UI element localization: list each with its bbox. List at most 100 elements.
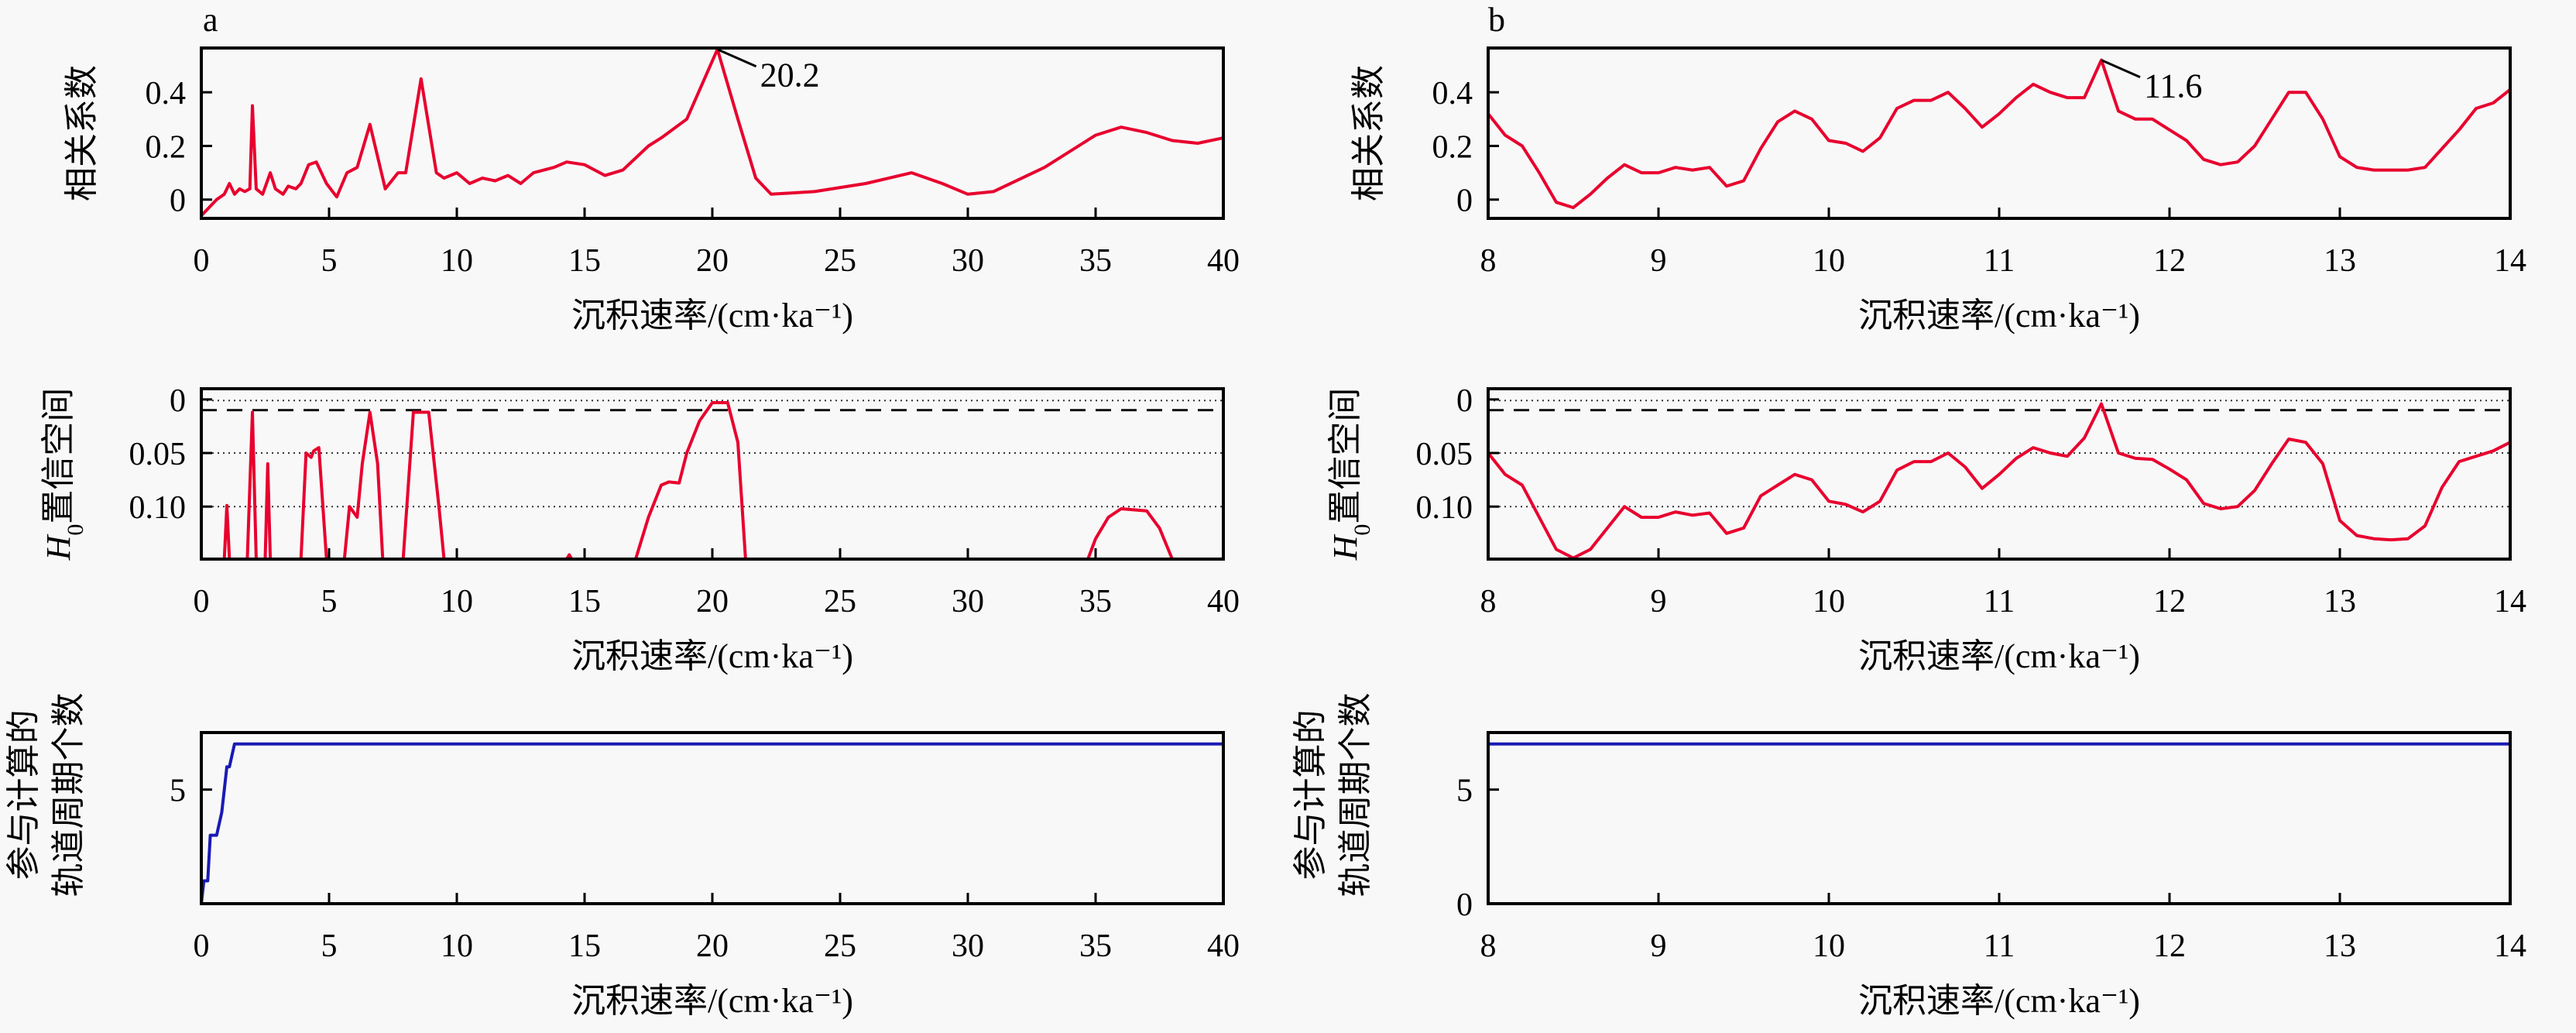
x-tick-label: 5 bbox=[321, 584, 338, 619]
x-tick-label: 14 bbox=[2494, 243, 2526, 279]
y-axis-title-symbol: H bbox=[1326, 534, 1364, 561]
y-tick-label: 0.05 bbox=[129, 437, 187, 472]
y-axis-title-line: 参与计算的 bbox=[5, 710, 43, 880]
x-tick-label: 30 bbox=[952, 928, 984, 964]
series-line-b-corr bbox=[1487, 58, 2512, 210]
x-tick-label: 9 bbox=[1651, 584, 1667, 619]
x-tick-label: 10 bbox=[1813, 584, 1845, 619]
y-axis-title-text: 置信空间 bbox=[1326, 388, 1364, 524]
peak-annotation-label: 11.6 bbox=[2144, 67, 2202, 105]
x-tick-label: 35 bbox=[1079, 928, 1112, 964]
x-tick-label: 11 bbox=[1984, 243, 2015, 279]
x-tick-label: 10 bbox=[441, 243, 473, 279]
y-tick-label: 0 bbox=[1456, 887, 1473, 923]
chart-b-count: 8 9 10 11 12 13 14 0 5 沉积速率/(cm·ka⁻¹) 参与计算的 轨道周期个数 bbox=[1291, 693, 2526, 1021]
x-tick-label: 35 bbox=[1079, 243, 1112, 279]
y-tick-label: 0.4 bbox=[146, 76, 187, 112]
y-tick-label: 5 bbox=[1456, 774, 1473, 809]
series-line-b-h0 bbox=[1487, 402, 2511, 560]
x-tick-label: 25 bbox=[824, 928, 856, 964]
chart-a-corr: 0 5 10 15 20 25 30 35 40 0 0.2 0.4 沉积速率/(cm·ka⁻¹) 相关系… bbox=[63, 46, 1240, 335]
x-tick-label: 0 bbox=[194, 584, 210, 619]
chart-a-count: 0 5 10 15 20 25 30 35 40 5 沉积速率/(cm·ka⁻¹) 参与计算的 轨道周期… bbox=[5, 693, 1240, 1021]
x-axis-title: 沉积速率/(cm·ka⁻¹) bbox=[571, 297, 853, 335]
x-tick-label: 15 bbox=[568, 243, 601, 279]
x-tick-label: 12 bbox=[2153, 928, 2186, 964]
x-tick-label: 35 bbox=[1079, 584, 1112, 619]
x-axis-title: 沉积速率/(cm·ka⁻¹) bbox=[1858, 297, 2140, 335]
x-tick-label: 8 bbox=[1480, 928, 1497, 964]
x-tick-label: 11 bbox=[1984, 584, 2015, 619]
y-axis-title: 相关系数 bbox=[1350, 65, 1387, 201]
x-tick-label: 10 bbox=[1813, 243, 1845, 279]
x-tick-label: 0 bbox=[194, 928, 210, 964]
plot-frame bbox=[200, 46, 1225, 220]
x-tick-label: 14 bbox=[2494, 584, 2526, 619]
x-tick-label: 30 bbox=[952, 584, 984, 619]
y-axis-title-subscript: 0 bbox=[1350, 524, 1375, 536]
y-tick-label: 5 bbox=[170, 774, 186, 809]
x-tick-label: 13 bbox=[2324, 243, 2356, 279]
series-line-a-count bbox=[200, 742, 1223, 904]
x-tick-label: 11 bbox=[1984, 928, 2015, 964]
y-tick-label: 0.2 bbox=[146, 129, 187, 165]
panel-letter-a: a bbox=[203, 1, 218, 39]
chart-b-corr: 8 9 10 11 12 13 14 0 0.2 0.4 沉积速率/(cm·ka⁻¹) 相关系数 11.… bbox=[1350, 46, 2526, 335]
x-tick-label: 13 bbox=[2324, 584, 2356, 619]
y-axis-title-symbol: H bbox=[39, 534, 77, 561]
y-axis-title-line: 轨道周期个数 bbox=[50, 693, 87, 897]
x-tick-label: 8 bbox=[1480, 243, 1497, 279]
y-axis-title: 相关系数 bbox=[63, 65, 101, 201]
y-axis-title-subscript: 0 bbox=[63, 524, 88, 536]
x-tick-label: 20 bbox=[696, 928, 729, 964]
x-tick-label: 8 bbox=[1480, 584, 1497, 619]
chart-b-h0: 8 9 10 11 12 13 1400.050.10沉积速率/(cm·ka⁻¹)H0置信空… bbox=[1326, 383, 2526, 675]
y-tick-label: 0.10 bbox=[1416, 490, 1473, 526]
plot-frame bbox=[200, 731, 1225, 905]
x-tick-label: 5 bbox=[321, 928, 338, 964]
y-tick-label: 0.2 bbox=[1432, 129, 1473, 165]
x-tick-label: 12 bbox=[2153, 584, 2186, 619]
plot-frame bbox=[200, 387, 1225, 561]
y-tick-label: 0.10 bbox=[129, 490, 187, 526]
plot-frame bbox=[1487, 731, 2512, 905]
x-tick-label: 10 bbox=[441, 584, 473, 619]
y-tick-label: 0 bbox=[170, 184, 186, 219]
x-tick-label: 10 bbox=[441, 928, 473, 964]
x-axis-title: 沉积速率/(cm·ka⁻¹) bbox=[571, 637, 853, 675]
peak-annotation-label: 20.2 bbox=[760, 57, 820, 94]
y-tick-label: 0.05 bbox=[1416, 437, 1473, 472]
y-tick-label: 0 bbox=[1456, 184, 1473, 219]
y-axis-title: H0置信空间 bbox=[39, 388, 88, 561]
y-tick-label: 0 bbox=[1456, 383, 1473, 419]
panel-letter-b: b bbox=[1488, 1, 1505, 39]
x-tick-label: 15 bbox=[568, 928, 601, 964]
x-tick-label: 25 bbox=[824, 584, 856, 619]
x-axis-title: 沉积速率/(cm·ka⁻¹) bbox=[571, 982, 853, 1020]
y-axis-title-line: 轨道周期个数 bbox=[1336, 693, 1374, 897]
series-line-a-h0 bbox=[201, 401, 1223, 561]
y-axis-title-text: 置信空间 bbox=[39, 388, 77, 524]
x-tick-label: 40 bbox=[1207, 928, 1240, 964]
x-axis-title: 沉积速率/(cm·ka⁻¹) bbox=[1858, 982, 2140, 1020]
x-tick-label: 40 bbox=[1207, 584, 1240, 619]
series-line-a-corr bbox=[200, 47, 1224, 217]
plot-frame bbox=[1487, 46, 2512, 220]
x-tick-label: 15 bbox=[568, 584, 601, 619]
x-tick-label: 20 bbox=[696, 584, 729, 619]
annotation-leader bbox=[716, 48, 757, 68]
annotation-leader bbox=[2101, 59, 2141, 78]
x-tick-label: 13 bbox=[2324, 928, 2356, 964]
y-axis-title: H0置信空间 bbox=[1326, 388, 1375, 561]
x-tick-label: 10 bbox=[1813, 928, 1845, 964]
x-tick-label: 14 bbox=[2494, 928, 2526, 964]
x-tick-label: 9 bbox=[1651, 243, 1667, 279]
x-tick-label: 5 bbox=[321, 243, 338, 279]
y-axis-title-line: 参与计算的 bbox=[1291, 710, 1329, 880]
y-tick-label: 0 bbox=[170, 383, 186, 419]
x-tick-label: 30 bbox=[952, 243, 984, 279]
charts-container: 0 5 10 15 20 25 30 35 40 0 0.2 0.4 沉积速率/(cm·ka⁻¹) 相关系… bbox=[5, 46, 2526, 1021]
x-tick-label: 9 bbox=[1651, 928, 1667, 964]
x-tick-label: 0 bbox=[194, 243, 210, 279]
